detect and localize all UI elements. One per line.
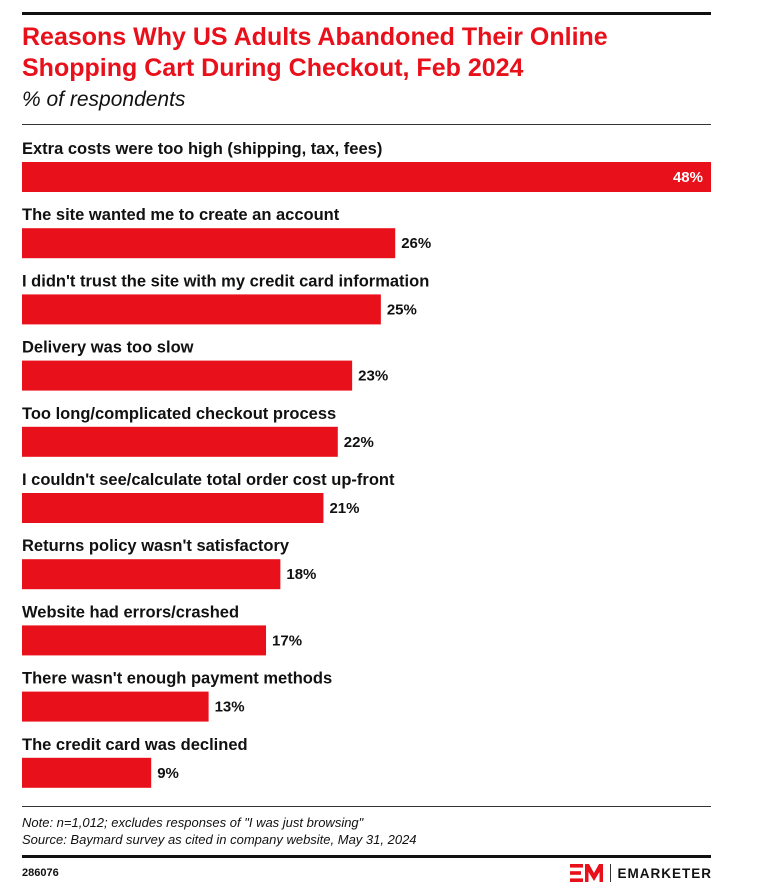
category-label: Extra costs were too high (shipping, tax… [22,140,382,158]
category-label: Too long/complicated checkout process [22,405,336,423]
bar [22,360,353,391]
category-label: Website had errors/crashed [22,603,239,621]
category-label: The site wanted me to create an account [22,206,340,224]
value-label: 21% [329,500,359,517]
value-label: 26% [401,235,431,252]
bar [22,757,152,788]
bar [22,625,267,656]
category-label: The credit card was declined [22,736,248,754]
chart-source: Source: Baymard survey as cited in compa… [22,832,417,847]
value-label: 13% [215,699,245,716]
top-rule [22,12,711,15]
brand-divider [610,864,612,882]
bar [22,426,338,457]
bar [22,294,381,325]
chart-note: Note: n=1,012; excludes responses of "I … [22,815,364,830]
category-label: Returns policy wasn't satisfactory [22,537,290,555]
footer-rule [22,806,711,807]
bar [22,691,209,722]
value-label: 23% [358,368,388,385]
bar-chart: Extra costs were too high (shipping, tax… [22,140,711,788]
value-label: 9% [157,765,179,782]
chart-subtitle: % of respondents [22,88,186,111]
em-logo-icon [570,863,604,883]
bar [22,162,711,192]
value-label: 25% [387,301,417,318]
category-label: Delivery was too slow [22,339,194,357]
value-label: 48% [673,169,703,186]
category-label: I couldn't see/calculate total order cos… [22,471,395,489]
chart-title: Reasons Why US Adults Abandoned Their On… [22,23,608,82]
value-label: 17% [272,632,302,649]
category-label: There wasn't enough payment methods [22,670,332,688]
bar [22,559,281,590]
bar [22,493,324,523]
brand-name: EMARKETER [617,865,712,881]
chart-id: 286076 [22,867,59,879]
category-label: I didn't trust the site with my credit c… [22,272,429,290]
subtitle-rule [22,124,711,125]
value-label: 22% [344,434,374,451]
bar [22,228,396,259]
value-label: 18% [286,566,316,583]
bottom-rule [22,855,711,858]
brand-logo: EMARKETER [570,862,712,884]
